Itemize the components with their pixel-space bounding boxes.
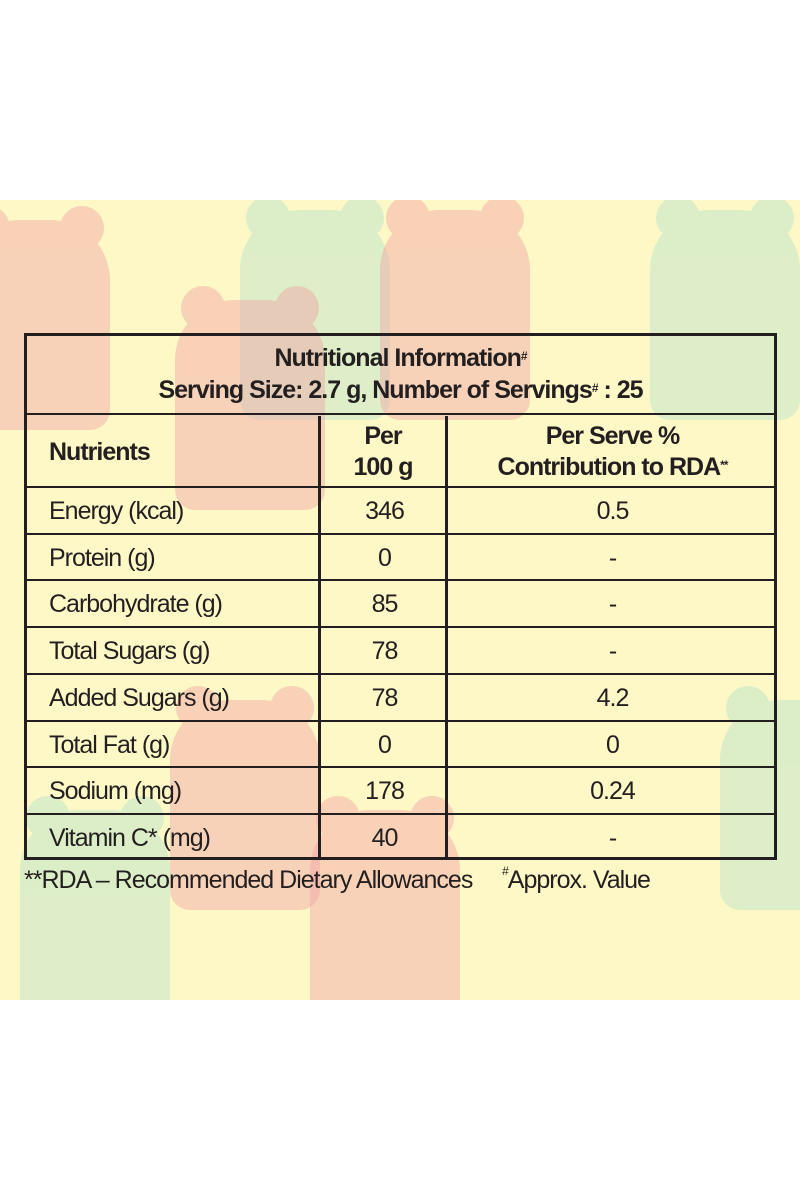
per-100g-value: 346 [365, 497, 405, 525]
header-text: Contribution to RDA [497, 453, 722, 481]
footnote-mark: # [502, 864, 509, 878]
bear-decoration [0, 206, 110, 430]
divider [27, 626, 774, 629]
table-row: Sodium (mg) 178 0.24 [27, 768, 774, 815]
nutrient-name: Vitamin C* (mg) [49, 823, 211, 852]
header-text: Per Serve % [545, 422, 681, 450]
divider [27, 579, 774, 582]
table-row: Total Fat (g) 0 0 [27, 722, 774, 769]
table-row: Added Sugars (g) 78 4.2 [27, 675, 774, 722]
bear-decoration [20, 796, 170, 1000]
per-100g-value: 85 [371, 590, 399, 619]
per-100g-value: 0 [378, 730, 392, 759]
rda-value: - [608, 590, 617, 619]
nutrient-name: Protein (g) [49, 543, 156, 572]
divider [27, 672, 774, 675]
title-mark: # [520, 349, 528, 363]
divider [27, 486, 774, 488]
title-text: Nutritional Information [274, 344, 521, 372]
per-100g-value: 78 [371, 637, 399, 666]
nutrient-name: Carbohydrate (g) [49, 590, 223, 619]
nutrient-name: Sodium (mg) [49, 777, 182, 806]
rda-value: - [608, 543, 617, 572]
table-row: Vitamin C* (mg) 40 - [27, 815, 774, 862]
bear-decoration [720, 686, 800, 910]
divider [27, 413, 774, 415]
rda-value: - [608, 823, 617, 852]
footnote-rda: **RDA – Recommended Dietary Allowances [24, 866, 473, 894]
header-text: Per [364, 422, 402, 450]
header-rda: Per Serve % Contribution to RDA** [448, 416, 777, 488]
divider [27, 766, 774, 769]
serving-info: Serving Size: 2.7 g, Number of Servings [158, 376, 592, 404]
table-row: Protein (g) 0 - [27, 535, 774, 582]
footnote-approx: Approx. Value [507, 866, 651, 894]
rda-value: 0.5 [596, 497, 630, 525]
rda-mark: ** [720, 458, 728, 472]
rda-value: 4.2 [596, 683, 630, 712]
footnote: **RDA – Recommended Dietary Allowances #… [24, 864, 651, 895]
divider [445, 416, 448, 857]
bear-decoration [170, 686, 320, 910]
header-per-100g: Per 100 g [321, 416, 445, 488]
per-100g-value: 178 [365, 777, 405, 806]
table-row: Carbohydrate (g) 85 - [27, 581, 774, 628]
rda-value: 0 [606, 730, 620, 759]
per-100g-value: 0 [378, 543, 392, 572]
divider [318, 416, 321, 857]
nutrient-name: Total Fat (g) [49, 730, 170, 759]
header-nutrients: Nutrients [49, 437, 151, 466]
table-title: Nutritional Information# Serving Size: 2… [27, 342, 774, 406]
nutrient-name: Total Sugars (g) [49, 637, 210, 666]
rda-value: - [608, 637, 617, 666]
per-100g-value: 78 [371, 683, 399, 712]
table-row: Energy (kcal) 346 0.5 [27, 488, 774, 535]
divider [27, 532, 774, 535]
nutrient-name: Energy (kcal) [49, 497, 184, 525]
divider [27, 719, 774, 722]
bear-decoration [240, 200, 390, 420]
divider [27, 812, 774, 815]
servings-count: : 25 [597, 376, 643, 404]
per-100g-value: 40 [371, 823, 399, 852]
bear-decoration [310, 796, 460, 1000]
serving-mark: # [591, 381, 599, 395]
nutrition-table: Nutritional Information# Serving Size: 2… [24, 333, 777, 860]
header-text: 100 g [353, 453, 414, 481]
rda-value: 0.24 [590, 777, 636, 806]
table-row: Total Sugars (g) 78 - [27, 628, 774, 675]
bear-decoration [380, 200, 530, 420]
nutrient-name: Added Sugars (g) [49, 683, 230, 712]
